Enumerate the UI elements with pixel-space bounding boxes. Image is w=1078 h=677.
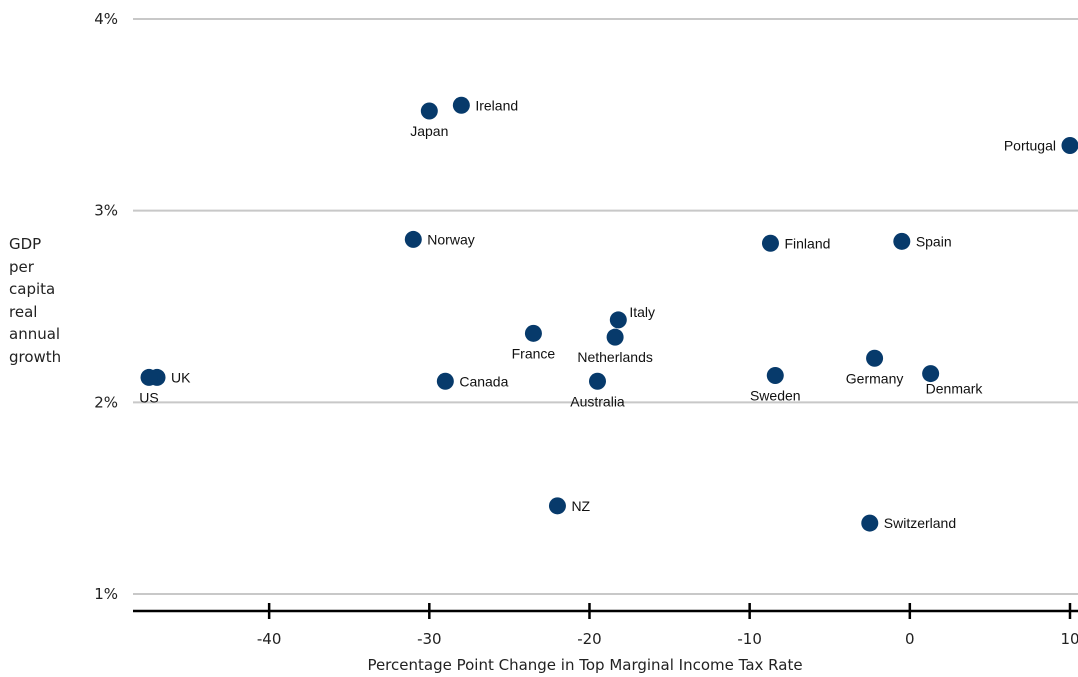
point-label-canada: Canada (459, 373, 508, 389)
y-tick-label: 2% (94, 393, 118, 411)
y-tick-label: 3% (94, 202, 118, 220)
gridlines (133, 18, 1078, 595)
x-tick-label: -30 (417, 630, 442, 648)
x-tick-label: -10 (737, 630, 762, 648)
point-label-spain: Spain (916, 233, 952, 249)
point-label-japan: Japan (410, 123, 448, 139)
x-tick-label: 0 (905, 630, 915, 648)
point-label-norway: Norway (427, 231, 474, 247)
point-label-netherlands: Netherlands (577, 349, 653, 365)
point-label-nz: NZ (571, 498, 590, 514)
point-label-portugal: Portugal (1004, 138, 1056, 154)
point-denmark (922, 365, 940, 383)
point-japan (420, 102, 438, 120)
x-tick-label: -40 (257, 630, 282, 648)
point-label-us: US (139, 389, 158, 405)
point-finland (761, 234, 779, 252)
y-axis-title-line: growth (9, 347, 62, 366)
y-tick-label: 4% (94, 10, 118, 28)
point-sweden (766, 367, 784, 384)
y-axis-title-line: annual (9, 325, 61, 343)
x-tick-label: 10 (1060, 630, 1078, 648)
point-netherlands (606, 328, 624, 346)
point-norway (404, 230, 422, 248)
point-portugal (1061, 137, 1078, 154)
point-label-sweden: Sweden (750, 388, 801, 404)
point-switzerland (861, 514, 879, 532)
point-label-australia: Australia (570, 393, 625, 409)
point-label-germany: Germany (846, 370, 904, 386)
x-tick-label: -20 (577, 630, 602, 648)
point-label-france: France (512, 345, 556, 361)
point-nz (548, 497, 566, 515)
y-axis-title-line: real (9, 302, 38, 321)
y-axis-title-line: GDP (9, 235, 42, 253)
y-axis-title-line: capita (9, 280, 56, 298)
point-us (140, 368, 158, 386)
point-italy (609, 311, 627, 329)
point-label-uk: UK (171, 369, 191, 385)
y-tick-labels: 1% 2% 3% 4% (94, 10, 118, 603)
point-ireland (452, 96, 470, 114)
point-australia (588, 372, 606, 390)
point-label-italy: Italy (629, 304, 655, 320)
point-spain (893, 232, 911, 250)
point-label-ireland: Ireland (475, 97, 518, 113)
y-axis-title: GDP per capita real annual growth (9, 233, 79, 368)
point-france (524, 324, 542, 342)
point-label-denmark: Denmark (926, 381, 984, 397)
point-label-finland: Finland (784, 235, 830, 251)
y-axis-title-line: per (9, 257, 34, 276)
point-germany (866, 349, 884, 367)
point-canada (436, 372, 454, 390)
x-axis: -40 -30 -20 -10 0 10 (133, 603, 1078, 648)
y-tick-label: 1% (94, 585, 118, 603)
data-points: Japan Ireland Portugal Norway Finland Spain It… (139, 96, 1078, 532)
x-axis-title: Percentage Point Change in Top Marginal … (367, 656, 802, 674)
point-label-switzerland: Switzerland (884, 515, 956, 531)
